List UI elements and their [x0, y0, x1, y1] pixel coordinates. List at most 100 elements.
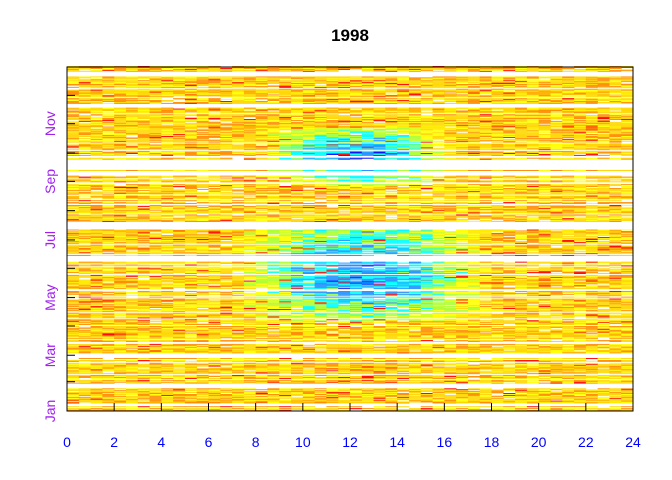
heat-cell: [574, 314, 587, 316]
heat-cell: [456, 282, 469, 284]
heat-cell: [361, 320, 374, 322]
heat-cell: [467, 302, 481, 304]
heat-cell: [338, 347, 351, 349]
heat-cell: [255, 393, 268, 395]
heat-cell: [373, 325, 386, 327]
heat-cell: [314, 333, 327, 335]
heat-cell: [220, 300, 233, 302]
heat-cell: [220, 301, 233, 303]
heat-cell: [444, 362, 457, 364]
heat-cell: [102, 286, 115, 288]
heat-cell: [196, 316, 209, 318]
heat-cell: [609, 306, 622, 308]
heat-cell: [232, 382, 245, 384]
heat-cell: [420, 319, 433, 321]
heat-cell: [220, 306, 233, 308]
heat-cell: [491, 303, 504, 305]
heat-cell: [373, 351, 386, 353]
heat-cell: [78, 391, 91, 393]
heat-cell: [243, 321, 257, 323]
heat-cell: [538, 350, 551, 352]
heat-cell: [78, 285, 91, 287]
heat-cell: [585, 320, 599, 322]
heat-cell: [196, 350, 209, 352]
heat-cell: [491, 319, 504, 321]
heat-cell: [526, 376, 540, 378]
heat-cell: [538, 283, 551, 285]
heat-cell: [220, 320, 233, 322]
heat-cell: [114, 322, 127, 324]
heat-cell: [137, 369, 150, 371]
heat-cell: [350, 336, 363, 338]
heat-cell: [550, 329, 563, 331]
heat-cell: [503, 347, 516, 349]
heat-cell: [208, 330, 221, 332]
heat-cell: [585, 309, 599, 311]
heat-cell: [491, 351, 504, 353]
heat-cell: [220, 369, 233, 371]
heat-cell: [456, 399, 469, 401]
heat-cell: [444, 324, 457, 325]
heat-cell: [196, 365, 209, 367]
heat-cell: [609, 393, 622, 394]
heat-cell: [173, 381, 186, 383]
heat-cell: [432, 368, 445, 370]
heat-cell: [67, 376, 80, 378]
heat-cell: [574, 334, 587, 336]
heat-cell: [538, 306, 551, 308]
heat-cell: [432, 375, 445, 377]
heat-cell: [220, 396, 233, 398]
heat-cell: [385, 389, 398, 391]
heat-cell: [338, 336, 351, 338]
heat-cell: [196, 338, 209, 340]
heat-cell: [361, 360, 374, 362]
heat-cell: [302, 291, 316, 293]
heat-cell: [102, 352, 115, 354]
heat-cell: [585, 368, 599, 370]
heat-cell: [291, 372, 304, 374]
heat-cell: [102, 316, 115, 318]
heat-cell: [243, 401, 257, 403]
heat-cell: [137, 294, 150, 296]
heat-cell: [467, 288, 481, 290]
heat-cell: [621, 388, 634, 390]
heat-cell: [243, 398, 257, 400]
heat-cell: [408, 347, 422, 349]
heat-cell: [279, 346, 292, 348]
heat-cell: [420, 286, 433, 288]
heat-cell: [350, 358, 363, 360]
heat-cell: [597, 291, 610, 293]
heat-cell: [291, 406, 304, 408]
heat-cell: [232, 296, 245, 298]
heat-cell: [279, 327, 292, 329]
heat-cell: [444, 399, 457, 401]
heat-cell: [255, 298, 268, 300]
heat-cell: [609, 343, 622, 345]
heat-cell: [373, 286, 386, 288]
heat-cell: [479, 395, 492, 397]
heat-cell: [243, 315, 257, 317]
heat-cell: [291, 398, 304, 400]
heat-cell: [173, 397, 186, 399]
heat-cell: [291, 381, 304, 383]
heat-cell: [361, 398, 374, 400]
heat-cell: [279, 375, 292, 377]
heat-cell: [538, 366, 551, 368]
heat-cell: [350, 313, 363, 315]
heat-cell: [125, 388, 139, 390]
heat-cell: [302, 360, 316, 362]
heat-cell: [220, 351, 233, 353]
heat-cell: [456, 316, 469, 318]
heat-cell: [467, 293, 481, 295]
heat-cell: [255, 314, 268, 316]
heat-cell: [420, 299, 433, 301]
heat-cell: [420, 349, 433, 351]
heat-cell: [373, 303, 386, 305]
heat-cell: [161, 290, 174, 292]
heat-cell: [338, 396, 351, 398]
heat-cell: [208, 370, 221, 372]
heat-cell: [267, 308, 280, 310]
heat-cell: [385, 392, 398, 394]
heat-cell: [420, 363, 433, 365]
heat-cell: [479, 338, 492, 340]
